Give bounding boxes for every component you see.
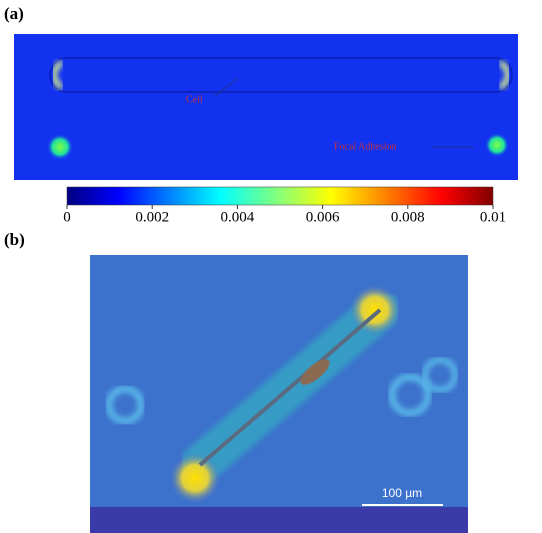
colorbar xyxy=(66,186,494,206)
panel-label: (a) xyxy=(4,4,24,23)
tick-label: 0 xyxy=(63,209,71,225)
panel-b-image: 100 µm xyxy=(90,255,468,533)
scale-bar-label: 100 µm xyxy=(382,486,422,500)
annotation: Focal Adhesion xyxy=(334,141,397,152)
tick-label: 0.004 xyxy=(221,209,255,225)
tick-label: 0.006 xyxy=(306,209,340,225)
colorbar-ticks: 0 0.002 0.004 0.006 0.008 0.01 xyxy=(63,205,506,225)
tick-label: 0.01 xyxy=(480,209,506,225)
panel-label: (b) xyxy=(4,230,25,249)
tick-label: 0.008 xyxy=(391,209,425,225)
tick-label: 0.002 xyxy=(135,209,169,225)
panel-a-image: Cell Focal Adhesion xyxy=(14,34,518,180)
annotation: Cell xyxy=(186,94,203,105)
